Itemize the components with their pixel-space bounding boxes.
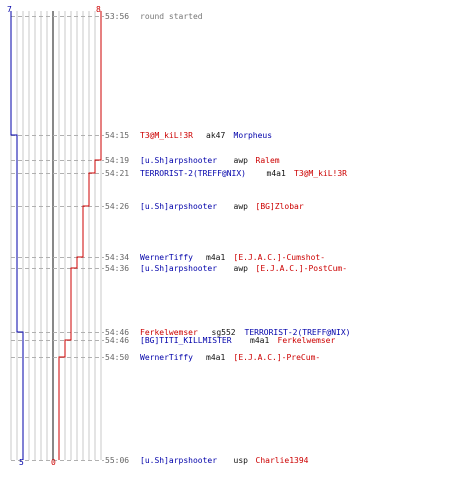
- event-killer: [u.Sh]arpshooter: [140, 263, 218, 273]
- event-killer: [BG]TITI_KILLMISTER: [140, 335, 232, 345]
- event-weapon: m4a1: [206, 352, 226, 362]
- event-killer: [u.Sh]arpshooter: [140, 455, 218, 465]
- event-note: round started: [140, 11, 203, 21]
- event-victim: [E.J.A.C.]-Cumshot-: [233, 252, 326, 262]
- event-victim: Ralem: [255, 155, 280, 165]
- event-weapon: m4a1: [250, 335, 270, 345]
- event-weapon: m4a1: [206, 252, 226, 262]
- ct-start-count: 7: [7, 5, 12, 14]
- event-time: 54:46: [105, 327, 130, 337]
- event-time: 54:46: [105, 335, 130, 345]
- event-killer: T3@M_kiL!3R: [140, 130, 193, 140]
- event-time: 54:15: [105, 130, 130, 140]
- t-alive-line: [58, 11, 102, 460]
- event-weapon: awp: [233, 263, 248, 273]
- event-weapon: awp: [233, 201, 248, 211]
- event-killer: WernerTiffy: [140, 252, 193, 262]
- event-killer: WernerTiffy: [140, 352, 193, 362]
- event-time: 54:34: [105, 252, 130, 262]
- event-weapon: ak47: [206, 130, 226, 140]
- event-victim: [E.J.A.C.]-PreCum-: [233, 352, 321, 362]
- event-time: 54:36: [105, 263, 130, 273]
- event-victim: [BG]Zlobar: [255, 201, 304, 211]
- event-time: 54:21: [105, 168, 130, 178]
- event-time: 53:56: [105, 11, 130, 21]
- event-weapon: awp: [233, 155, 248, 165]
- event-victim: Morpheus: [233, 130, 273, 140]
- event-time: 54:50: [105, 352, 130, 362]
- event-victim: [E.J.A.C.]-PostCum-: [255, 263, 348, 273]
- event-victim: Ferkelwemser: [277, 335, 336, 345]
- event-weapon: m4a1: [266, 168, 286, 178]
- event-weapon: sg552: [211, 327, 236, 337]
- t-end-count: 0: [51, 458, 56, 467]
- event-time: 54:26: [105, 201, 130, 211]
- t-start-count: 8: [96, 5, 101, 14]
- event-killer: [u.Sh]arpshooter: [140, 155, 218, 165]
- event-killer: [u.Sh]arpshooter: [140, 201, 218, 211]
- event-victim: TERRORIST-2(TREFF@NIX): [244, 327, 351, 337]
- event-killer: TERRORIST-2(TREFF@NIX): [140, 168, 246, 178]
- event-victim: T3@M_kiL!3R: [294, 168, 347, 178]
- event-weapon: usp: [233, 455, 248, 465]
- event-time: 55:06: [105, 455, 130, 465]
- event-victim: Charlie1394: [255, 455, 309, 465]
- event-killer: Ferkelwemser: [140, 327, 198, 337]
- ct-end-count: 5: [19, 458, 24, 467]
- event-time: 54:19: [105, 155, 130, 165]
- ct-alive-line: [10, 11, 24, 460]
